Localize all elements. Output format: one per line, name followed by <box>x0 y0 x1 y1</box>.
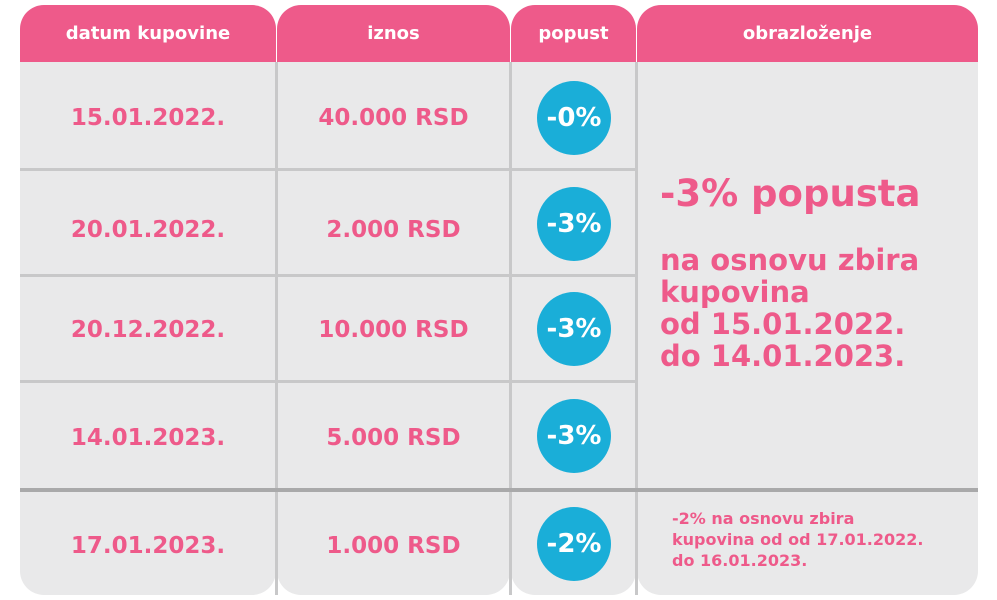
row-3-discount-badge: -3% <box>537 292 611 366</box>
explanation-column <box>637 5 978 595</box>
row-4-date: 14.01.2023. <box>70 425 226 451</box>
row-divider <box>20 274 636 277</box>
header-explanation: obrazloženje <box>637 5 978 62</box>
row-1-discount-badge: -0% <box>537 81 611 155</box>
row-5-discount-badge: -2% <box>537 507 611 581</box>
header-date: datum kupovine <box>20 5 276 62</box>
column-divider <box>635 62 638 595</box>
row-1-date: 15.01.2022. <box>70 105 226 131</box>
header-amount: iznos <box>277 5 510 62</box>
explanation-text: na osnovu zbira kupovina od 15.01.2022. … <box>660 243 920 373</box>
row-divider <box>20 168 636 171</box>
date-column <box>20 5 276 595</box>
row-divider-thick <box>20 488 978 492</box>
row-4-discount-badge: -3% <box>537 399 611 473</box>
row-2-amount: 2.000 RSD <box>326 217 461 243</box>
column-divider <box>275 62 278 595</box>
row-3-amount: 10.000 RSD <box>318 317 469 343</box>
row-5-date: 17.01.2023. <box>70 533 226 559</box>
row-4-amount: 5.000 RSD <box>326 425 461 451</box>
explanation-title: -3% popusta <box>660 172 921 215</box>
row-2-discount-badge: -3% <box>537 187 611 261</box>
row-divider <box>20 380 636 383</box>
row-3-date: 20.12.2022. <box>70 317 226 343</box>
row-1-amount: 40.000 RSD <box>318 105 469 131</box>
amount-column <box>277 5 510 595</box>
header-discount: popust <box>511 5 636 62</box>
column-divider <box>509 62 512 595</box>
row-5-amount: 1.000 RSD <box>326 533 461 559</box>
explanation-last-row-text: -2% na osnovu zbira kupovina od od 17.01… <box>672 509 924 570</box>
row-2-date: 20.01.2022. <box>70 217 226 243</box>
